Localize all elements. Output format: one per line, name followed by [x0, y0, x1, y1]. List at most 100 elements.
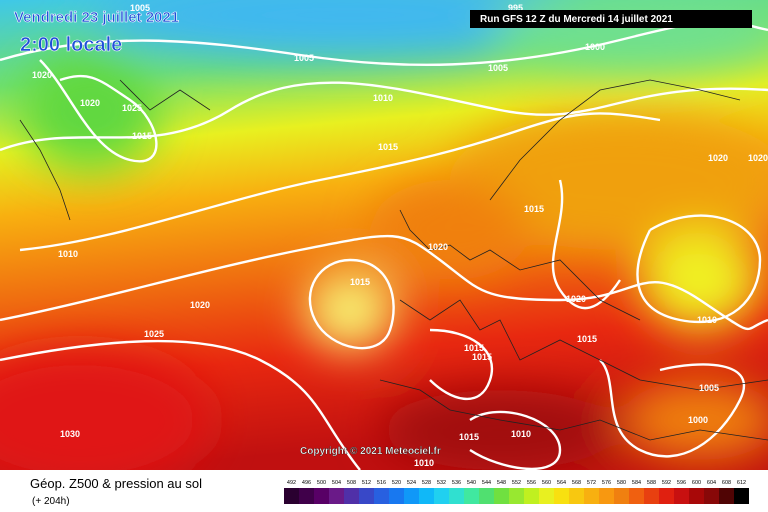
- copyright: Copyright © 2021 Meteociel.fr: [300, 446, 441, 457]
- scale-label: 556: [527, 480, 536, 486]
- scale-swatch: [359, 488, 374, 504]
- scale-swatch: [719, 488, 734, 504]
- isobar-label: 1010: [58, 249, 78, 259]
- isobar-label: 1015: [472, 352, 492, 362]
- scale-label: 560: [542, 480, 551, 486]
- scale-swatch: [314, 488, 329, 504]
- isobar-label: 1025: [122, 103, 142, 113]
- isobar-label: 1015: [459, 432, 479, 442]
- scale-label: 524: [407, 480, 416, 486]
- isobar-label: 1020: [566, 294, 586, 304]
- scale-label: 496: [302, 480, 311, 486]
- legend-lead: (+ 204h): [32, 496, 70, 507]
- isobar-label: 1005: [699, 383, 719, 393]
- scale-label: 532: [437, 480, 446, 486]
- isobar-label: 1000: [688, 415, 708, 425]
- scale-label: 504: [332, 480, 341, 486]
- scale-swatch: [479, 488, 494, 504]
- scale-swatch: [464, 488, 479, 504]
- run-label: Run GFS 12 Z du Mercredi 14 juillet 2021: [480, 14, 673, 25]
- scale-swatch: [614, 488, 629, 504]
- scale-label: 596: [677, 480, 686, 486]
- isobar-label: 1015: [464, 343, 484, 353]
- scale-swatch: [434, 488, 449, 504]
- scale-label: 540: [467, 480, 476, 486]
- scale-swatch: [329, 488, 344, 504]
- isobar-label: 1020: [80, 98, 100, 108]
- isobar-label: 1020: [32, 70, 52, 80]
- scale-label: 592: [662, 480, 671, 486]
- scale-swatch: [644, 488, 659, 504]
- scale-label: 492: [287, 480, 296, 486]
- isobar-label: 1005: [130, 3, 150, 13]
- scale-swatch: [524, 488, 539, 504]
- forecast-date: Vendredi 23 juillet 2021: [14, 9, 179, 26]
- isobar-label: 1020: [748, 153, 768, 163]
- scale-swatch: [374, 488, 389, 504]
- legend-title: Géop. Z500 & pression au sol: [30, 476, 202, 491]
- scale-label: 572: [587, 480, 596, 486]
- isobar-label: 1025: [144, 329, 164, 339]
- scale-label: 516: [377, 480, 386, 486]
- scale-swatch: [599, 488, 614, 504]
- scale-label: 500: [317, 480, 326, 486]
- scale-label: 528: [422, 480, 431, 486]
- isobar-label: 1020: [428, 242, 448, 252]
- isobar-label: 1000: [585, 42, 605, 52]
- isobar-label: 1020: [708, 153, 728, 163]
- scale-label: 548: [497, 480, 506, 486]
- isobar-label: 1005: [488, 63, 508, 73]
- isobar-label: 1030: [60, 429, 80, 439]
- scale-swatch: [509, 488, 524, 504]
- isobar-label: 995: [508, 3, 523, 13]
- scale-label: 520: [392, 480, 401, 486]
- local-time: 2:00 locale: [20, 34, 122, 56]
- isobar-label: 1010: [373, 93, 393, 103]
- scale-swatch: [449, 488, 464, 504]
- isobar-label: 1010: [511, 429, 531, 439]
- scale-swatch: [629, 488, 644, 504]
- scale-label: 584: [632, 480, 641, 486]
- isobar-label: 1020: [190, 300, 210, 310]
- isobar-label: 1010: [414, 458, 434, 468]
- scale-swatch: [734, 488, 749, 504]
- scale-label: 600: [692, 480, 701, 486]
- scale-swatch: [539, 488, 554, 504]
- isobar-label: 1015: [132, 131, 152, 141]
- scale-swatch: [554, 488, 569, 504]
- scale-swatch: [494, 488, 509, 504]
- scale-label: 564: [557, 480, 566, 486]
- isobar-label: 1015: [524, 204, 544, 214]
- scale-label: 568: [572, 480, 581, 486]
- scale-label: 604: [707, 480, 716, 486]
- isobar-label: 1010: [697, 315, 717, 325]
- scale-swatch: [704, 488, 719, 504]
- scale-swatch: [659, 488, 674, 504]
- scale-swatch: [284, 488, 299, 504]
- scale-swatch: [584, 488, 599, 504]
- scale-swatch: [419, 488, 434, 504]
- scale-label: 612: [737, 480, 746, 486]
- scale-label: 536: [452, 480, 461, 486]
- scale-swatch: [674, 488, 689, 504]
- scale-label: 588: [647, 480, 656, 486]
- scale-label: 608: [722, 480, 731, 486]
- scale-swatch: [344, 488, 359, 504]
- scale-label: 576: [602, 480, 611, 486]
- scale-label: 580: [617, 480, 626, 486]
- scale-swatch: [689, 488, 704, 504]
- scale-label: 508: [347, 480, 356, 486]
- scale-swatch: [389, 488, 404, 504]
- scale-label: 544: [482, 480, 491, 486]
- scale-label: 552: [512, 480, 521, 486]
- scale-label: 512: [362, 480, 371, 486]
- run-box: [470, 10, 752, 28]
- isobar-label: 1015: [378, 142, 398, 152]
- isobar-label: 1005: [294, 53, 314, 63]
- isobar-label: 1015: [350, 277, 370, 287]
- isobar-label: 1015: [577, 334, 597, 344]
- color-scale: 492 496 500 504 508 512 516 520 524 528 532 536 540 5…: [284, 480, 749, 504]
